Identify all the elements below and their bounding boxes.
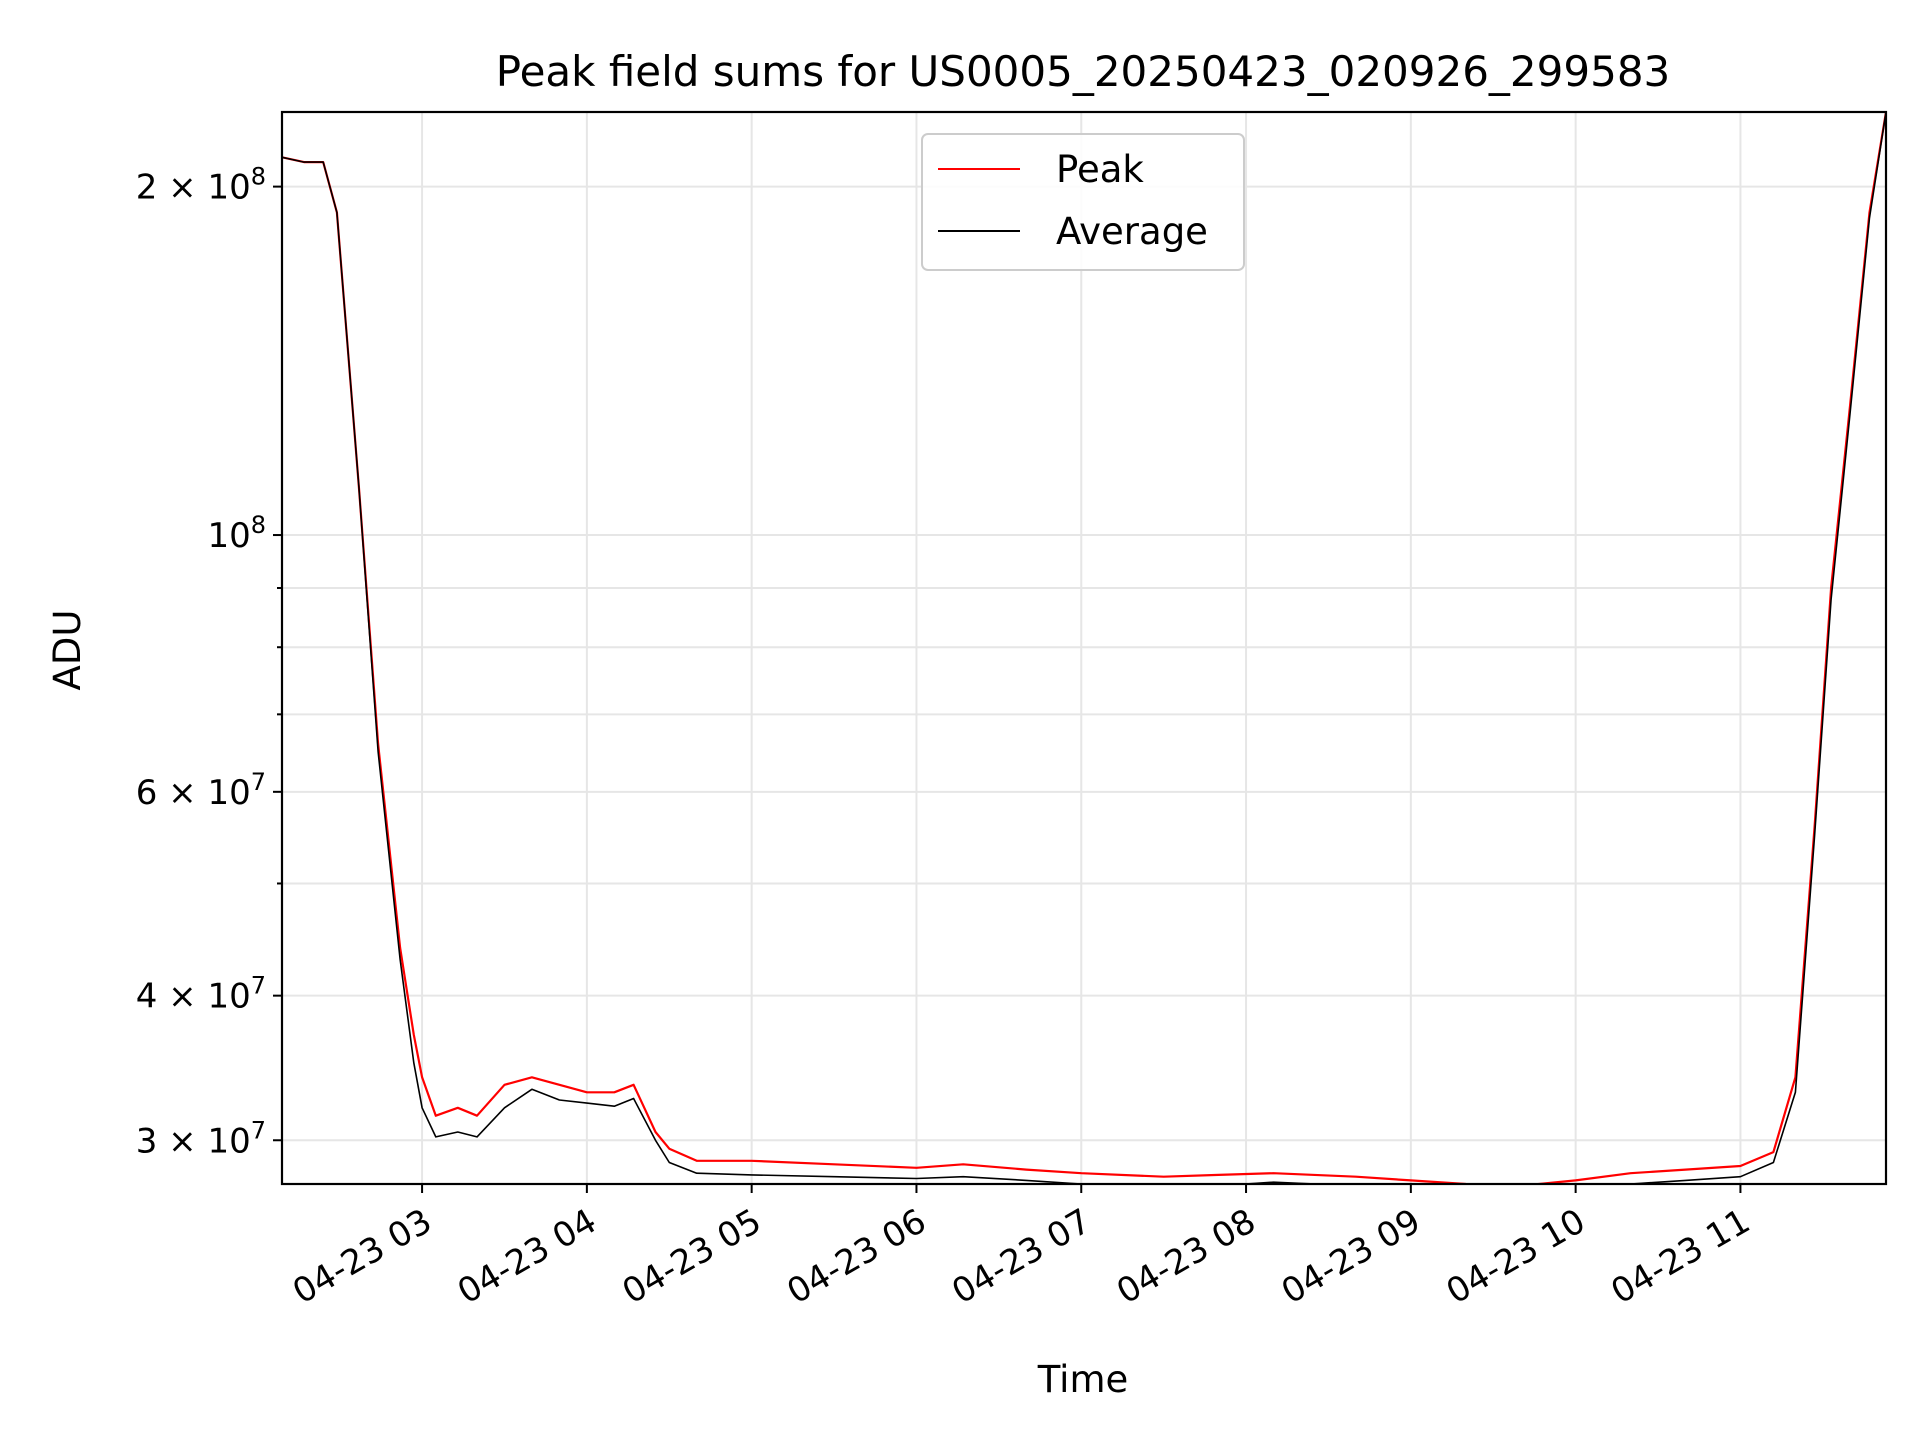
y-tick-label: 6 × 107 [136, 768, 266, 813]
series-line-peak [282, 112, 1886, 1184]
legend-label-peak: Peak [1056, 148, 1144, 191]
y-tick-label: 2 × 108 [136, 163, 266, 208]
y-tick-label: 4 × 107 [136, 972, 266, 1017]
series-layer [282, 112, 1886, 1184]
legend-label-average: Average [1056, 210, 1208, 253]
chart-title: Peak field sums for US0005_20250423_0209… [496, 47, 1671, 96]
series-line-average [282, 112, 1886, 1184]
y-tick-label: 3 × 107 [136, 1116, 266, 1161]
y-axis-label: ADU [46, 610, 89, 691]
legend: Peak Average [921, 133, 1245, 271]
x-axis-label: Time [1037, 1358, 1129, 1401]
grid [282, 112, 1886, 1184]
